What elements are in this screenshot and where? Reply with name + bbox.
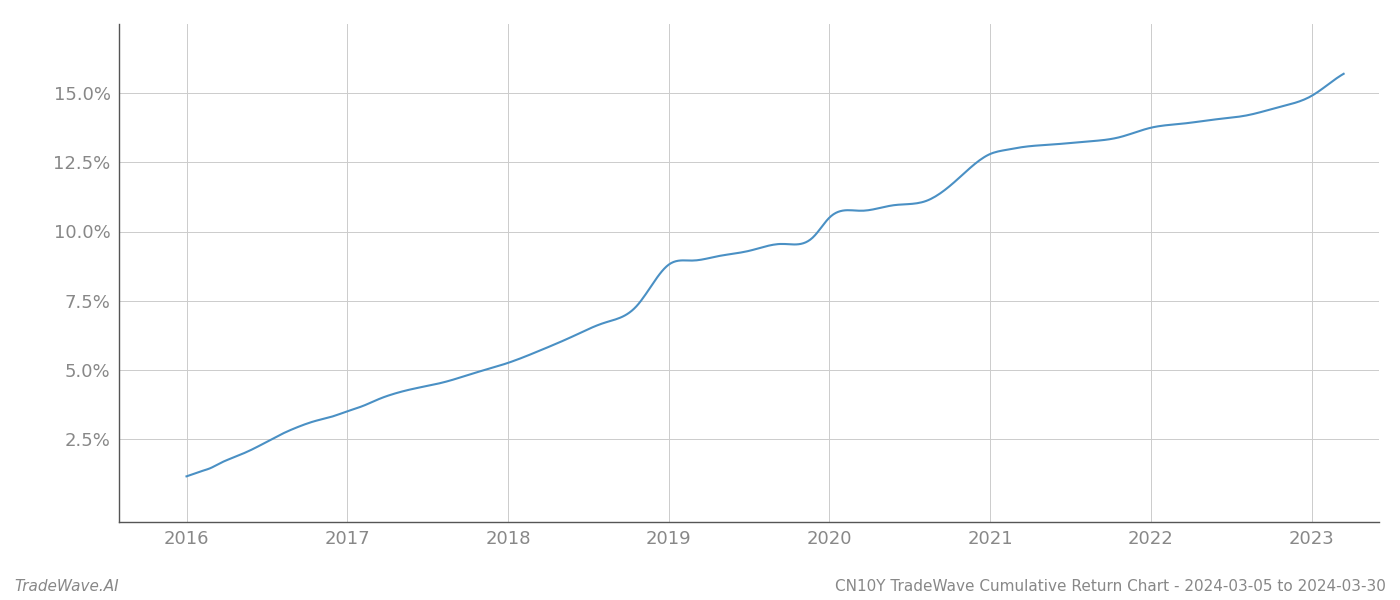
Text: TradeWave.AI: TradeWave.AI <box>14 579 119 594</box>
Text: CN10Y TradeWave Cumulative Return Chart - 2024-03-05 to 2024-03-30: CN10Y TradeWave Cumulative Return Chart … <box>836 579 1386 594</box>
